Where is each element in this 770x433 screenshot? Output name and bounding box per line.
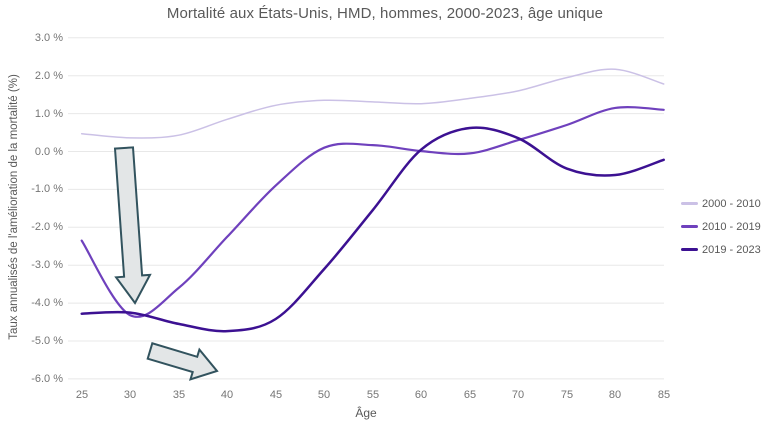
legend-label: 2019 - 2023 [702, 243, 761, 256]
x-tick-label: 70 [511, 389, 525, 401]
annotation-arrow-down-right [146, 342, 219, 381]
x-tick-label: 35 [172, 389, 186, 401]
y-tick-label: -2.0 % [31, 221, 63, 233]
legend-item: 2010 - 2019 [681, 215, 761, 238]
legend: 2000 - 2010 2010 - 2019 2019 - 2023 [681, 192, 761, 261]
y-tick-label: -3.0 % [31, 259, 63, 271]
x-tick-label: 85 [657, 389, 671, 401]
x-tick-label: 45 [269, 389, 283, 401]
legend-swatch [681, 202, 698, 205]
x-tick-label: 80 [608, 389, 622, 401]
series-line-2000-2010 [80, 68, 665, 139]
y-tick-label: 2.0 % [34, 70, 63, 82]
legend-item: 2000 - 2010 [681, 192, 761, 215]
chart-title: Mortalité aux États-Unis, HMD, hommes, 2… [166, 5, 604, 22]
x-tick-label: 40 [220, 389, 234, 401]
y-tick-label: -1.0 % [31, 183, 63, 195]
series-line-2010-2019 [80, 106, 665, 318]
x-tick-label: 50 [317, 389, 331, 401]
legend-item: 2019 - 2023 [681, 238, 761, 261]
y-tick-label: 3.0 % [34, 32, 63, 44]
x-tick-label: 25 [75, 389, 89, 401]
annotation-arrow-down [113, 146, 152, 305]
y-tick-label: 1.0 % [34, 108, 63, 120]
x-tick-label: 30 [123, 389, 137, 401]
x-tick-label: 75 [560, 389, 574, 401]
legend-label: 2000 - 2010 [702, 197, 761, 210]
x-tick-label: 65 [463, 389, 477, 401]
x-tick-label: 60 [414, 389, 428, 401]
legend-swatch [681, 225, 698, 228]
x-axis-title: Âge [355, 406, 377, 420]
series-line-2019-2023 [80, 126, 665, 333]
legend-swatch [681, 248, 698, 251]
y-tick-label: 0.0 % [34, 146, 63, 158]
legend-label: 2010 - 2019 [702, 220, 761, 233]
x-tick-label: 55 [366, 389, 380, 401]
y-tick-label: -5.0 % [31, 335, 63, 347]
y-tick-label: -4.0 % [31, 297, 63, 309]
y-tick-label: -6.0 % [31, 373, 63, 385]
